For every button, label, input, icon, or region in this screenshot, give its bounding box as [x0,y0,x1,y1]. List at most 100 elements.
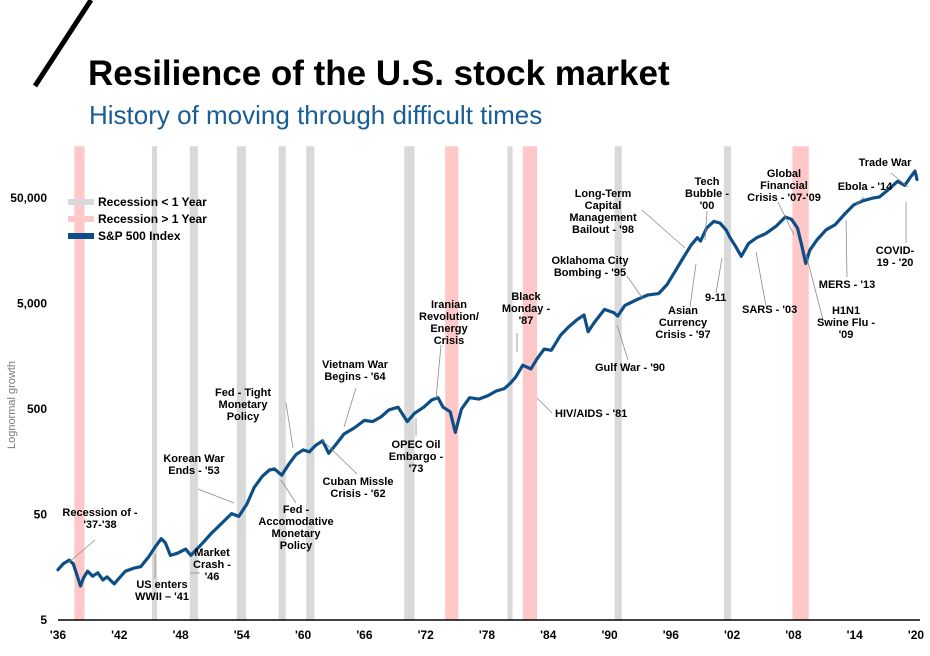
recession-band-short [189,146,198,620]
annotation-label: Oklahoma City [551,255,629,267]
chart-subtitle: History of moving through difficult time… [89,100,543,130]
annotation-leader-line [616,324,629,361]
annotation-leader-line [343,387,357,428]
annotation-label: SARS - '03 [742,304,797,316]
y-tick-label: 50,000 [10,191,47,205]
recession-band-short [404,146,415,620]
x-tick-label: '42 [111,628,128,642]
annotation-label: Bombing - '95 [554,267,626,279]
recession-band-long [792,146,809,620]
x-tick-label: '08 [785,628,802,642]
recession-band-short [306,146,315,620]
annotation-label: Fed - Tight [215,387,271,399]
annotation-label: HIV/AIDS - '81 [555,408,627,420]
x-tick-label: '90 [601,628,618,642]
annotation-label: Recession of - [62,507,138,519]
annotation-label: '46 [205,571,220,583]
annotation-label: MERS - '13 [819,279,875,291]
annotation-label: 19 - '20 [877,257,914,269]
x-tick-label: '14 [847,628,864,642]
annotation-label: Korean War [163,453,225,465]
annotation-label: '87 [519,315,534,327]
recession-band-short [236,146,246,620]
annotation-label: Energy [430,323,468,335]
annotation-label: '73 [409,463,424,475]
annotation-label: OPEC Oil [392,439,441,451]
annotation-label: H1N1 [832,305,860,317]
legend-swatch-short_recession [68,199,94,205]
annotation-label: Crisis - '62 [330,488,385,500]
x-tick-label: '72 [418,628,435,642]
annotation-leader-line [704,210,708,241]
annotation-label: Crash - [193,559,231,571]
annotation-label: Trade War [859,157,912,169]
x-tick-label: '60 [295,628,312,642]
annotation-leader-line [285,402,294,449]
recession-band-long [522,146,538,620]
annotation-label: Iranian [431,299,467,311]
annotation-label: '37-'38 [83,519,116,531]
annotation-leader-line [689,263,697,308]
annotation-label: Crisis [434,335,465,347]
annotation-leader-line [67,539,96,564]
annotation-label: Fed - [283,504,310,516]
legend-swatch-long_recession [68,216,94,222]
annotation-leader-line [641,209,686,249]
annotation-leader-line [777,201,795,236]
annotation-label: Management [569,212,637,224]
annotation-leader-line [715,257,723,294]
recession-band-long [445,146,459,620]
annotation-label: Monday - [502,303,551,315]
chart-title: Resilience of the U.S. stock market [88,54,670,93]
annotation-label: Capital [585,200,622,212]
recession-band-short [278,146,286,620]
annotation-label: Monetary [219,399,269,411]
annotation-label: Long-Term [575,188,632,200]
annotation-label: Financial [760,180,808,192]
legend-swatch-line [68,233,94,239]
annotation-leader-line [890,172,909,188]
annotation-leader-line [280,479,297,504]
y-tick-label: 5,000 [17,297,47,311]
annotation-label: Bubble - [685,188,729,200]
annotation-label: Currency [659,317,708,329]
annotation-leader-line [855,196,865,206]
recession-band-short [614,146,622,620]
x-tick-label: '66 [356,628,373,642]
annotation-label: COVID- [876,245,915,257]
legend-label: S&P 500 Index [98,229,181,243]
annotation-leader-line [805,253,824,321]
annotation-label: Embargo - [389,451,444,463]
annotation-label: Market [194,547,230,559]
annotation-label: Gulf War - '90 [595,362,665,374]
annotation-label: Swine Flu - [817,317,875,329]
legend-label: Recession < 1 Year [98,195,207,209]
annotation-label: US enters [136,579,187,591]
annotation-label: Bailout - '98 [572,224,634,236]
y-tick-label: 50 [34,508,48,522]
recession-band-short [151,146,158,620]
annotation-label: Begins - '64 [324,371,386,383]
x-tick-label: '20 [908,628,925,642]
x-tick-label: '02 [724,628,741,642]
x-tick-label: '96 [663,628,680,642]
annotation-label: '09 [839,329,854,341]
decorative-slash [32,0,94,88]
recession-band-long [74,146,85,620]
annotation-label: Ebola - '14 [838,181,893,193]
annotation-label: Black [511,291,541,303]
annotation-leader-line [845,219,848,278]
x-tick-label: '84 [540,628,557,642]
annotation-leader-line [626,275,644,300]
recession-band-short [723,146,732,620]
x-tick-label: '36 [50,628,67,642]
x-tick-label: '78 [479,628,496,642]
annotation-leader-line [435,344,442,400]
annotation-label: Tech [695,176,720,188]
x-tick-label: '54 [234,628,251,642]
annotation-label: Global [767,168,801,180]
annotation-label: Vietnam War [322,359,389,371]
annotation-label: Policy [280,540,313,552]
annotation-label: Monetary [272,528,322,540]
